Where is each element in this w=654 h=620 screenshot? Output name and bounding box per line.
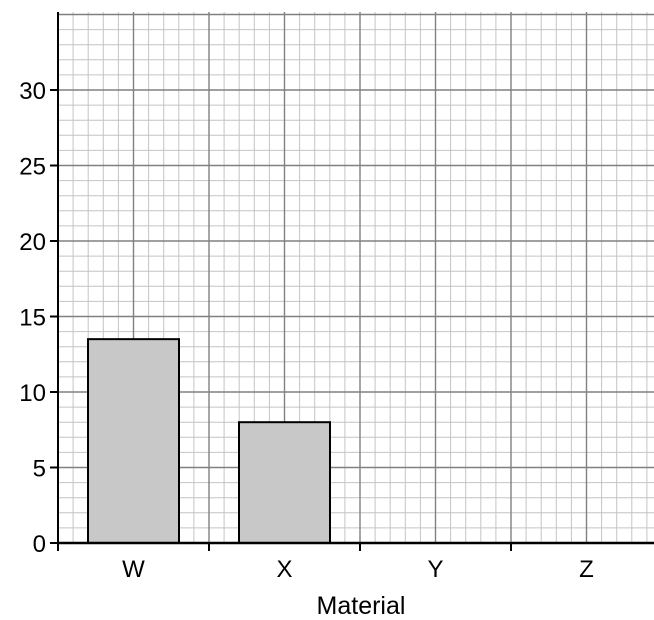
y-tick-label: 15 (19, 305, 46, 332)
y-tick-label: 25 (19, 154, 46, 181)
y-tick-label: 20 (19, 229, 46, 256)
bar-x (238, 421, 331, 545)
y-tick-label: 5 (33, 456, 46, 483)
x-tick-label-z: Z (579, 556, 594, 583)
y-tick-label: 30 (19, 78, 46, 105)
bar-w (87, 338, 180, 544)
x-tick-label-x: X (276, 556, 292, 583)
x-axis-title: Material (317, 592, 406, 620)
y-axis-ticks: 0 5 10 15 20 25 30 (19, 78, 58, 558)
x-tick-label-y: Y (427, 556, 443, 583)
bars (87, 338, 331, 545)
x-axis-ticks: W X Y Z (57, 543, 594, 583)
y-tick-label: 0 (33, 531, 46, 558)
x-tick-label-w: W (122, 556, 145, 583)
y-tick-label: 10 (19, 380, 46, 407)
